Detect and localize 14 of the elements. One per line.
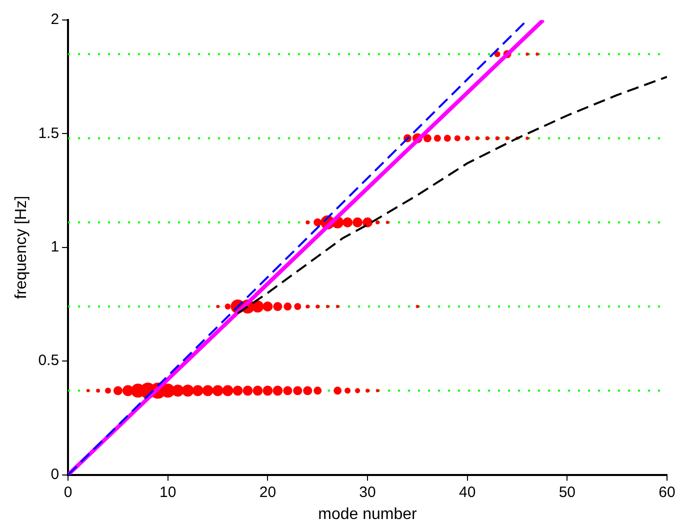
- x-tick-label: 20: [259, 484, 276, 501]
- y-tick-label: 1.5: [38, 124, 60, 142]
- y-axis-title: frequency [Hz]: [13, 196, 30, 299]
- y-tick-label: 0: [50, 466, 60, 483]
- x-axis-title: mode number: [318, 506, 418, 523]
- y-tick-label: 1: [50, 238, 60, 256]
- x-tick-label: 60: [658, 484, 676, 501]
- y-tick-label: 2: [50, 11, 60, 28]
- x-tick-label: 40: [459, 484, 476, 501]
- x-tick-label: 30: [359, 484, 376, 501]
- x-tick-label: 50: [558, 484, 576, 501]
- x-tick-label: 0: [64, 484, 72, 501]
- x-tick-label: 10: [160, 484, 176, 501]
- y-tick-label: 0.5: [38, 352, 60, 370]
